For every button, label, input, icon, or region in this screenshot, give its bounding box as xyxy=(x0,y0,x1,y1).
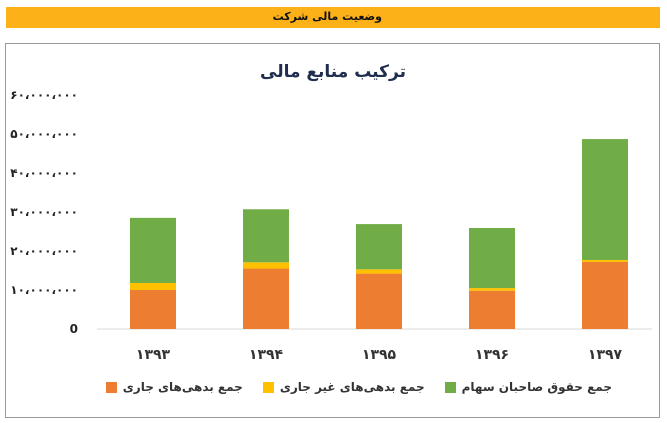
x-tick-label: ۱۳۹۴ xyxy=(249,347,284,363)
y-tick-label: ۶۰،۰۰۰،۰۰۰ xyxy=(10,88,78,102)
bar-segment-1-1 xyxy=(243,262,289,269)
legend-swatch xyxy=(262,381,274,393)
bar-segment-0-1 xyxy=(130,282,176,290)
x-tick-label: ۱۳۹۷ xyxy=(588,347,623,363)
x-tick-label: ۱۳۹۳ xyxy=(136,347,171,363)
legend-label: جمع بدهی‌های غیر جاری xyxy=(279,380,425,394)
bars xyxy=(130,139,628,329)
header-banner: وضعیت مالی شرکت xyxy=(6,7,660,28)
y-tick-label: ۴۰،۰۰۰،۰۰۰ xyxy=(10,166,78,180)
bar-segment-1-2 xyxy=(243,209,289,263)
y-axis-ticks: 0 ۱۰،۰۰۰،۰۰۰ ۲۰،۰۰۰،۰۰۰ ۳۰،۰۰۰،۰۰۰ ۴۰،۰۰۰،۰۰… xyxy=(10,88,78,336)
bar-segment-2-1 xyxy=(356,269,402,274)
bar-segment-1-0 xyxy=(243,268,289,329)
bar-segment-2-0 xyxy=(356,273,402,329)
legend: جمع بدهی‌های جاری جمع بدهی‌های غیر جاری جم… xyxy=(105,376,612,398)
y-tick-label: ۳۰،۰۰۰،۰۰۰ xyxy=(10,205,78,219)
bar-segment-2-2 xyxy=(356,224,402,270)
bar-segment-4-0 xyxy=(582,261,628,329)
legend-label: جمع بدهی‌های جاری xyxy=(122,380,243,394)
legend-swatch xyxy=(444,381,456,393)
legend-label: جمع حقوق صاحبان سهام xyxy=(461,380,612,394)
bar-segment-3-1 xyxy=(469,288,515,291)
chart-frame xyxy=(5,43,660,418)
x-tick-label: ۱۳۹۶ xyxy=(475,347,509,363)
bar-segment-4-1 xyxy=(582,259,628,262)
chart-title: ترکیب منابع مالی xyxy=(260,62,406,82)
y-tick-label: ۲۰،۰۰۰،۰۰۰ xyxy=(10,244,78,258)
y-tick-label: 0 xyxy=(70,322,78,336)
legend-item: جمع بدهی‌های غیر جاری xyxy=(262,380,425,394)
legend-item: جمع بدهی‌های جاری xyxy=(105,380,243,394)
bar-segment-3-0 xyxy=(469,290,515,329)
x-axis-ticks: ۱۳۹۳ ۱۳۹۴ ۱۳۹۵ ۱۳۹۶ ۱۳۹۷ xyxy=(136,347,623,363)
bar-segment-3-2 xyxy=(469,227,515,289)
legend-item: جمع حقوق صاحبان سهام xyxy=(444,380,612,394)
y-tick-label: ۱۰،۰۰۰،۰۰۰ xyxy=(10,283,78,297)
bar-segment-0-0 xyxy=(130,290,176,329)
bar-segment-4-2 xyxy=(582,139,628,260)
legend-swatch xyxy=(105,381,117,393)
header-title: وضعیت مالی شرکت xyxy=(272,10,382,23)
x-tick-label: ۱۳۹۵ xyxy=(362,347,397,363)
bar-segment-0-2 xyxy=(130,217,176,283)
y-tick-label: ۵۰،۰۰۰،۰۰۰ xyxy=(10,127,78,141)
